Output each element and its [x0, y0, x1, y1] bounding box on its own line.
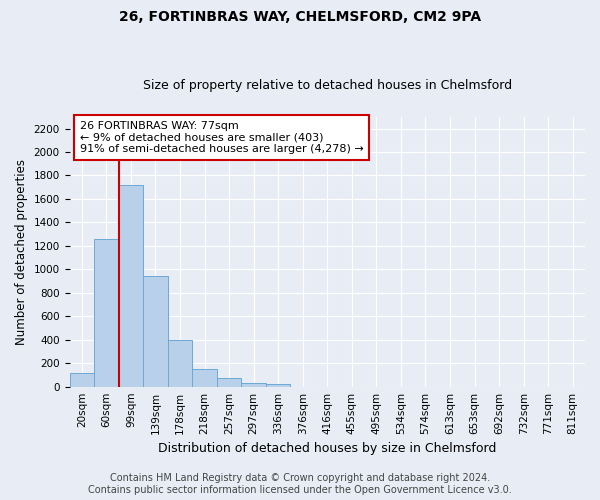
Bar [217, 378, 241, 386]
Bar [143, 276, 168, 386]
Y-axis label: Number of detached properties: Number of detached properties [15, 158, 28, 344]
Text: Contains HM Land Registry data © Crown copyright and database right 2024.
Contai: Contains HM Land Registry data © Crown c… [88, 474, 512, 495]
Text: 26 FORTINBRAS WAY: 77sqm
← 9% of detached houses are smaller (403)
91% of semi-d: 26 FORTINBRAS WAY: 77sqm ← 9% of detache… [80, 121, 364, 154]
Bar [192, 369, 217, 386]
Bar [94, 239, 119, 386]
Text: 26, FORTINBRAS WAY, CHELMSFORD, CM2 9PA: 26, FORTINBRAS WAY, CHELMSFORD, CM2 9PA [119, 10, 481, 24]
Bar [70, 372, 94, 386]
X-axis label: Distribution of detached houses by size in Chelmsford: Distribution of detached houses by size … [158, 442, 496, 455]
Title: Size of property relative to detached houses in Chelmsford: Size of property relative to detached ho… [143, 79, 512, 92]
Bar [266, 384, 290, 386]
Bar [119, 185, 143, 386]
Bar [241, 383, 266, 386]
Bar [168, 340, 192, 386]
